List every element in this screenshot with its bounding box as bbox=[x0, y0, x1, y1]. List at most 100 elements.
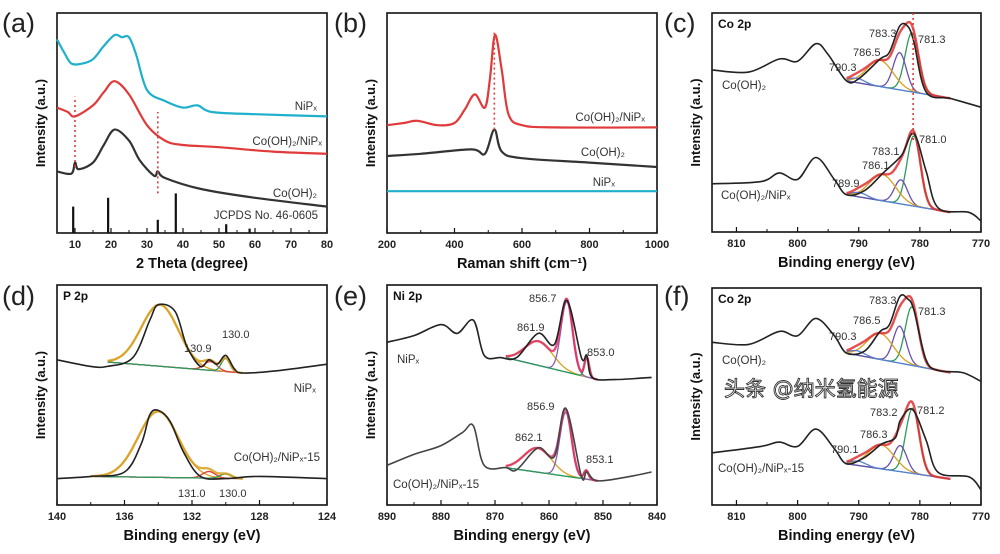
y-axis-label: Intensity (a.u.) bbox=[33, 351, 48, 439]
x-tick-label: 770 bbox=[972, 238, 990, 250]
peak-label: 862.1 bbox=[515, 432, 543, 444]
x-tick-label: 70 bbox=[285, 239, 297, 251]
panel-subtitle: Co 2p bbox=[718, 292, 751, 306]
fit-component-783.3 bbox=[846, 325, 951, 374]
x-tick-label: 800 bbox=[788, 238, 806, 250]
x-tick-label: 30 bbox=[141, 239, 153, 251]
fit-component-862.1 bbox=[505, 447, 598, 482]
x-tick-label: 600 bbox=[513, 239, 531, 251]
series-label: Co(OH)₂/NiPₓ bbox=[721, 190, 791, 202]
x-tick-label: 790 bbox=[850, 238, 868, 250]
series-line bbox=[56, 128, 328, 208]
series-line bbox=[56, 409, 328, 480]
y-axis-label: Intensity (a.u.) bbox=[363, 79, 378, 167]
peak-label: 781.0 bbox=[919, 134, 947, 146]
fit-component-134.0 bbox=[90, 410, 243, 480]
peak-label: 783.1 bbox=[872, 146, 900, 158]
plot-frame bbox=[711, 287, 982, 506]
panel-letter: (c) bbox=[664, 8, 695, 38]
series-line bbox=[386, 299, 652, 381]
y-axis-label: Intensity (a.u.) bbox=[688, 352, 703, 440]
series-label: NiPₓ bbox=[593, 177, 616, 189]
x-axis-label: Binding energy (eV) bbox=[778, 528, 915, 544]
panel-letter: (a) bbox=[2, 8, 35, 38]
x-tick-label: 780 bbox=[911, 511, 929, 523]
series-line bbox=[711, 408, 982, 491]
fit-component-856.9 bbox=[505, 411, 598, 482]
x-tick-label: 780 bbox=[911, 238, 929, 250]
x-tick-label: 400 bbox=[445, 239, 463, 251]
panel-subtitle: Ni 2p bbox=[393, 289, 422, 303]
peak-label: 856.7 bbox=[529, 293, 557, 305]
x-axis-label: Binding energy (eV) bbox=[778, 255, 915, 271]
x-tick-label: 136 bbox=[115, 511, 133, 523]
x-tick-label: 810 bbox=[727, 511, 745, 523]
peak-label: 131.0 bbox=[178, 488, 206, 500]
x-tick-label: 140 bbox=[48, 511, 66, 523]
x-tick-label: 790 bbox=[850, 511, 868, 523]
series-label: Co(OH)₂/NiPₓ bbox=[575, 112, 645, 124]
peak-label: 786.3 bbox=[860, 429, 888, 441]
series-label: Co(OH)₂ bbox=[581, 147, 625, 159]
series-label: Co(OH)₂ bbox=[273, 188, 317, 200]
reference-label: JCPDS No. 46-0605 bbox=[214, 210, 318, 222]
series-line bbox=[386, 33, 658, 129]
x-tick-label: 810 bbox=[727, 238, 745, 250]
x-tick-label: 870 bbox=[486, 511, 504, 523]
series-line bbox=[56, 33, 328, 118]
panel-b: (b) 200 400 600 800 1000 Raman shift (cm⁻¹) Int… bbox=[334, 8, 669, 272]
fit-envelope bbox=[90, 410, 243, 480]
panel-letter: (b) bbox=[334, 8, 367, 38]
x-tick-label: 20 bbox=[105, 239, 117, 251]
x-tick-label: 1000 bbox=[645, 239, 669, 251]
x-tick-label: 770 bbox=[972, 511, 990, 523]
peak-label: 130.0 bbox=[222, 329, 250, 341]
series-label: Co(OH)₂/NiPₓ-15 bbox=[393, 479, 479, 491]
x-tick-label: 124 bbox=[318, 511, 337, 523]
y-axis-label: Intensity (a.u.) bbox=[688, 78, 703, 166]
x-tick-label: 840 bbox=[648, 511, 666, 523]
x-tick-label: 128 bbox=[250, 511, 268, 523]
fit-component-130.0 bbox=[90, 473, 243, 480]
series-label: Co(OH)₂/NiPₓ-15 bbox=[718, 463, 804, 475]
panel-a: (a) 10 20 30 40 50 60 70 80 2 Theta (degree) Inten… bbox=[2, 8, 333, 272]
peak-label: 856.9 bbox=[527, 401, 555, 413]
peak-label: 130.0 bbox=[219, 488, 247, 500]
plot-frame bbox=[386, 284, 658, 506]
series-line bbox=[386, 407, 652, 482]
plot-frame bbox=[56, 12, 328, 234]
watermark: 头条 @纳米氢能源 bbox=[724, 377, 899, 401]
peak-label: 781.3 bbox=[918, 306, 946, 318]
panel-subtitle: P 2p bbox=[63, 289, 88, 303]
fit-envelope bbox=[846, 129, 951, 214]
panel-c: (c) Co 2p 810 800 790 780 770 Binding energy (e… bbox=[664, 8, 990, 271]
plot-frame bbox=[711, 12, 982, 233]
x-tick-label: 10 bbox=[69, 239, 81, 251]
series-label: NiPₓ bbox=[294, 383, 317, 395]
series-label: Co(OH)₂ bbox=[722, 80, 766, 92]
peak-label: 790.3 bbox=[829, 331, 857, 343]
fit-envelope bbox=[505, 407, 598, 482]
x-axis-label: Binding energy (eV) bbox=[124, 528, 261, 544]
peak-label: 783.2 bbox=[870, 407, 898, 419]
x-tick-label: 132 bbox=[183, 511, 201, 523]
x-tick-label: 800 bbox=[580, 239, 598, 251]
peak-label: 790.3 bbox=[829, 62, 857, 74]
x-axis-label: Raman shift (cm⁻¹) bbox=[457, 256, 587, 272]
peak-label: 783.3 bbox=[869, 28, 897, 40]
peak-label: 786.5 bbox=[853, 315, 881, 327]
series-label: Co(OH)₂/NiPₓ-15 bbox=[234, 452, 320, 464]
panel-subtitle: Co 2p bbox=[718, 17, 751, 31]
fit-envelope bbox=[846, 20, 951, 100]
peak-label: 786.5 bbox=[853, 47, 881, 59]
plot-frame bbox=[56, 284, 328, 506]
peak-label: 783.3 bbox=[869, 295, 897, 307]
panel-e: (e) Ni 2p 890 880 870 860 850 840 Binding energy… bbox=[334, 281, 666, 544]
x-tick-label: 800 bbox=[788, 511, 806, 523]
x-axis-label: Binding energy (eV) bbox=[454, 528, 591, 544]
x-tick-label: 60 bbox=[249, 239, 261, 251]
x-tick-label: 850 bbox=[594, 511, 612, 523]
peak-label: 853.1 bbox=[586, 454, 614, 466]
peak-label: 786.1 bbox=[862, 160, 890, 172]
